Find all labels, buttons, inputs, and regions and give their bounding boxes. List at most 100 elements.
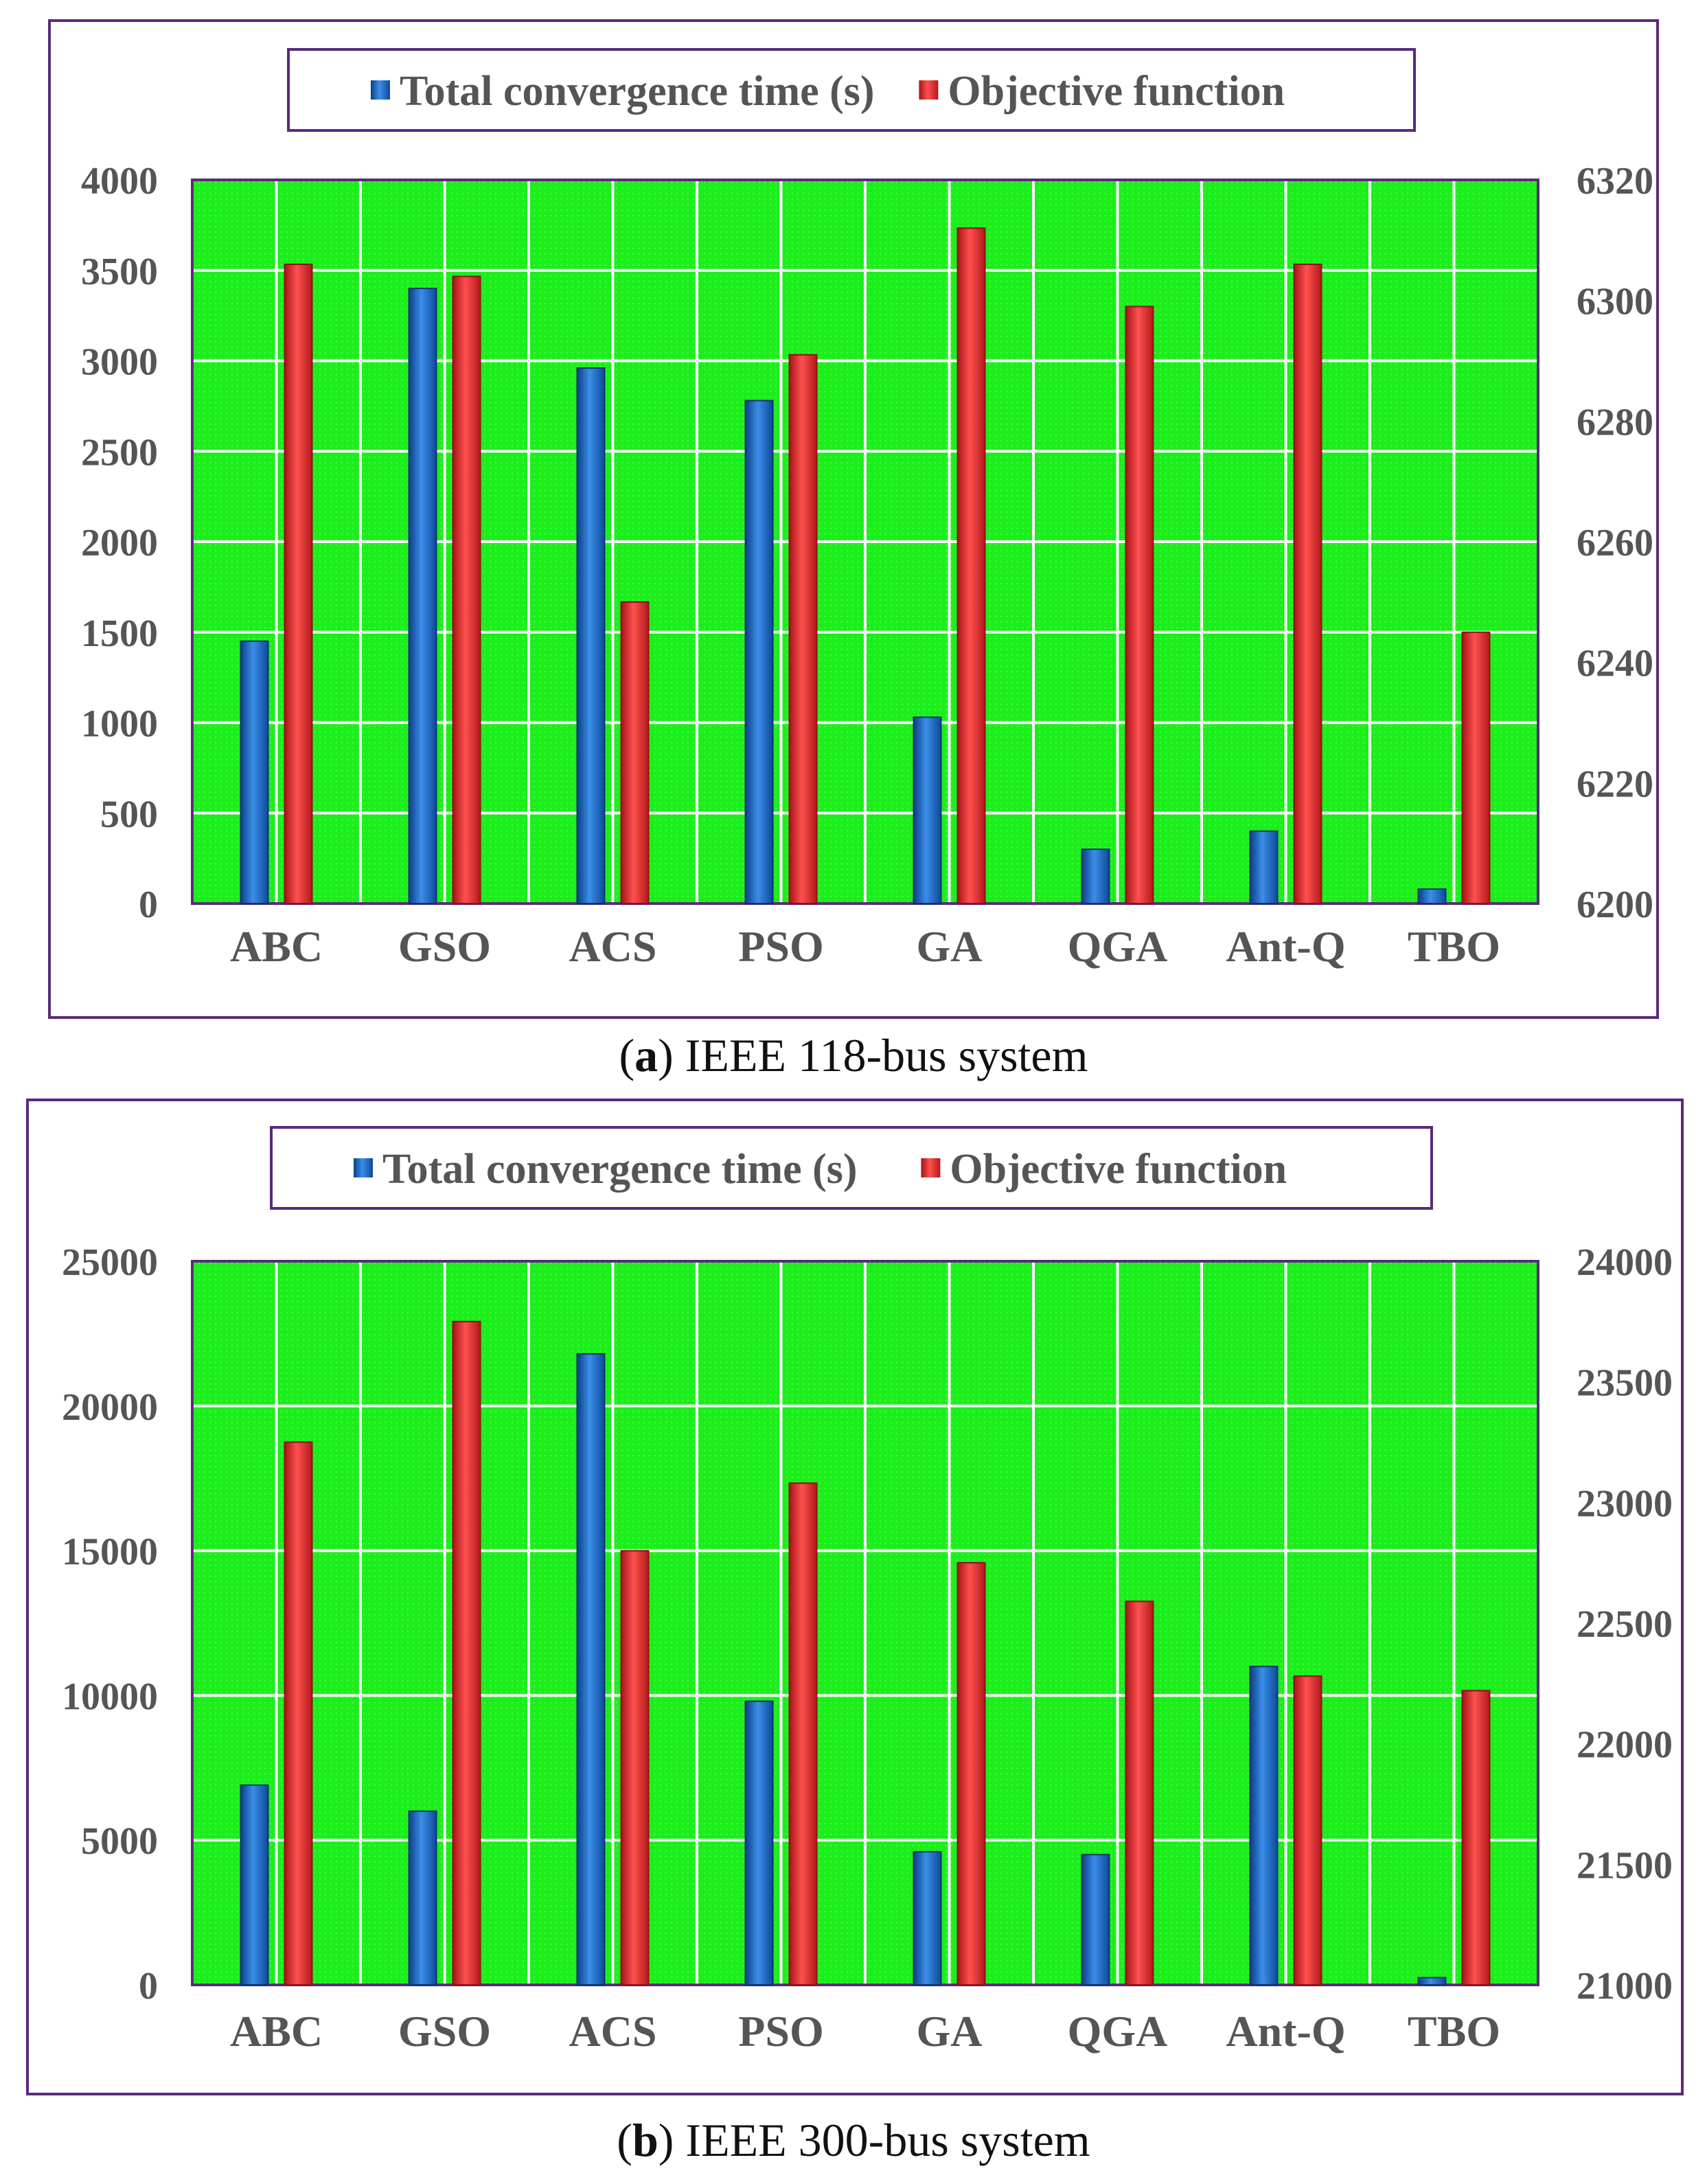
bar-objective-tbo bbox=[1461, 631, 1491, 904]
legend-swatch-convergence-time bbox=[371, 80, 390, 100]
bar-objective-qga bbox=[1125, 306, 1154, 904]
right-axis-tick-label: 6280 bbox=[1577, 401, 1653, 444]
right-axis-tick-label: 6240 bbox=[1577, 643, 1653, 685]
left-axis-tick-label: 0 bbox=[139, 1965, 158, 2008]
category-label-ant-q: Ant-Q bbox=[1226, 2007, 1345, 2056]
legend-box bbox=[287, 48, 1416, 132]
bar-convergence-time-tbo bbox=[1417, 888, 1447, 905]
chart-frame bbox=[48, 19, 1659, 1019]
left-axis-tick-label: 5000 bbox=[81, 1820, 158, 1863]
chart-panel-b: Total convergence time (s) Objective func… bbox=[0, 1092, 1707, 2184]
caption-b: (b) IEEE 300-bus system bbox=[0, 2113, 1707, 2168]
legend-label-objective: Objective function bbox=[948, 68, 1285, 115]
plot-border bbox=[191, 179, 1539, 905]
category-label-pso: PSO bbox=[738, 2007, 823, 2056]
legend-swatch-objective bbox=[921, 1158, 941, 1177]
category-label-qga: QGA bbox=[1068, 2007, 1168, 2056]
bar-convergence-time-ga bbox=[913, 1851, 942, 1986]
right-axis-tick-label: 24000 bbox=[1577, 1241, 1673, 1284]
bar-convergence-time-qga bbox=[1081, 1854, 1110, 1986]
left-axis-tick-label: 25000 bbox=[62, 1241, 158, 1284]
caption-b-text: ) IEEE 300-bus system bbox=[658, 2114, 1090, 2166]
category-label-pso: PSO bbox=[738, 922, 823, 971]
right-axis-tick-label: 21500 bbox=[1577, 1844, 1673, 1887]
legend-swatch-objective bbox=[919, 80, 939, 100]
bar-objective-ga bbox=[956, 227, 986, 904]
caption-a: (a) IEEE 118-bus system bbox=[0, 1028, 1707, 1083]
legend-label-objective: Objective function bbox=[950, 1146, 1287, 1193]
bar-convergence-time-ant-q bbox=[1249, 830, 1279, 904]
bar-convergence-time-qga bbox=[1081, 848, 1110, 904]
right-axis-tick-label: 6300 bbox=[1577, 281, 1653, 323]
left-axis-tick-label: 20000 bbox=[62, 1386, 158, 1429]
bar-convergence-time-pso bbox=[744, 400, 774, 904]
category-label-gso: GSO bbox=[398, 2007, 491, 2056]
bar-objective-qga bbox=[1125, 1600, 1154, 1986]
right-axis-tick-label: 22000 bbox=[1577, 1724, 1673, 1767]
left-axis-tick-label: 3500 bbox=[81, 251, 158, 293]
right-axis-tick-label: 22500 bbox=[1577, 1603, 1673, 1646]
caption-a-text: ) IEEE 118-bus system bbox=[658, 1029, 1088, 1081]
bar-objective-abc bbox=[284, 1441, 313, 1986]
chart-b-svg: Total convergence time (s) Objective func… bbox=[26, 1099, 1684, 2095]
caption-a-open: ( bbox=[619, 1029, 635, 1081]
bar-convergence-time-ga bbox=[913, 716, 942, 904]
right-axis-tick-label: 23000 bbox=[1577, 1482, 1673, 1525]
bar-convergence-time-acs bbox=[576, 367, 606, 904]
category-label-abc: ABC bbox=[230, 922, 323, 971]
left-axis-tick-label: 1500 bbox=[81, 612, 158, 655]
chart-a-svg: Total convergence time (s) Objective func… bbox=[48, 19, 1659, 1019]
category-label-ga: GA bbox=[917, 2007, 983, 2056]
bar-objective-acs bbox=[620, 1550, 650, 1986]
bar-objective-gso bbox=[452, 1320, 481, 1986]
legend-box bbox=[270, 1126, 1433, 1210]
bar-objective-pso bbox=[788, 1482, 818, 1986]
category-label-gso: GSO bbox=[398, 922, 491, 971]
plot-border bbox=[191, 1260, 1539, 1986]
category-label-acs: ACS bbox=[569, 2007, 656, 2056]
category-label-ant-q: Ant-Q bbox=[1226, 922, 1345, 971]
category-label-tbo: TBO bbox=[1408, 2007, 1500, 2056]
bar-objective-acs bbox=[620, 601, 650, 904]
left-axis-tick-label: 2000 bbox=[81, 522, 158, 564]
right-axis-tick-label: 6320 bbox=[1577, 160, 1653, 203]
caption-b-letter: b bbox=[632, 2114, 658, 2166]
legend-label-convergence-time: Total convergence time (s) bbox=[382, 1146, 858, 1193]
caption-b-open: ( bbox=[617, 2114, 632, 2166]
bar-objective-ant-q bbox=[1293, 1675, 1322, 1986]
left-axis-tick-label: 3000 bbox=[81, 341, 158, 384]
category-label-acs: ACS bbox=[569, 922, 656, 971]
bar-convergence-time-acs bbox=[576, 1353, 606, 1986]
caption-a-letter: a bbox=[634, 1029, 658, 1081]
right-axis-tick-label: 21000 bbox=[1577, 1965, 1673, 2008]
bar-objective-tbo bbox=[1461, 1690, 1491, 1986]
left-axis-tick-label: 1000 bbox=[81, 703, 158, 746]
bar-objective-gso bbox=[452, 275, 481, 904]
right-axis-tick-label: 6220 bbox=[1577, 763, 1653, 805]
right-axis-tick-label: 6260 bbox=[1577, 522, 1653, 564]
bar-objective-ant-q bbox=[1293, 263, 1322, 904]
left-axis-tick-label: 2500 bbox=[81, 431, 158, 474]
right-axis-tick-label: 23500 bbox=[1577, 1362, 1673, 1405]
chart-frame bbox=[26, 1099, 1684, 2095]
bar-objective-ga bbox=[956, 1562, 986, 1986]
left-axis-tick-label: 0 bbox=[139, 884, 158, 926]
legend-swatch-convergence-time bbox=[354, 1158, 373, 1177]
bar-convergence-time-gso bbox=[408, 288, 437, 905]
bar-convergence-time-pso bbox=[744, 1700, 774, 1986]
category-label-qga: QGA bbox=[1068, 922, 1168, 971]
left-axis-tick-label: 10000 bbox=[62, 1675, 158, 1718]
left-axis-tick-label: 15000 bbox=[62, 1531, 158, 1574]
chart-panel-a: Total convergence time (s) Objective func… bbox=[0, 19, 1707, 1083]
left-axis-tick-label: 500 bbox=[100, 793, 158, 836]
legend-label-convergence-time: Total convergence time (s) bbox=[400, 68, 875, 115]
right-axis-tick-label: 6200 bbox=[1577, 884, 1653, 926]
bar-objective-abc bbox=[284, 263, 313, 904]
bar-convergence-time-gso bbox=[408, 1811, 437, 1986]
category-label-abc: ABC bbox=[230, 2007, 323, 2056]
bar-convergence-time-ant-q bbox=[1249, 1666, 1279, 1986]
category-label-tbo: TBO bbox=[1408, 922, 1500, 971]
bar-objective-pso bbox=[788, 354, 818, 904]
left-axis-tick-label: 4000 bbox=[81, 160, 158, 203]
bar-convergence-time-abc bbox=[240, 1784, 269, 1986]
